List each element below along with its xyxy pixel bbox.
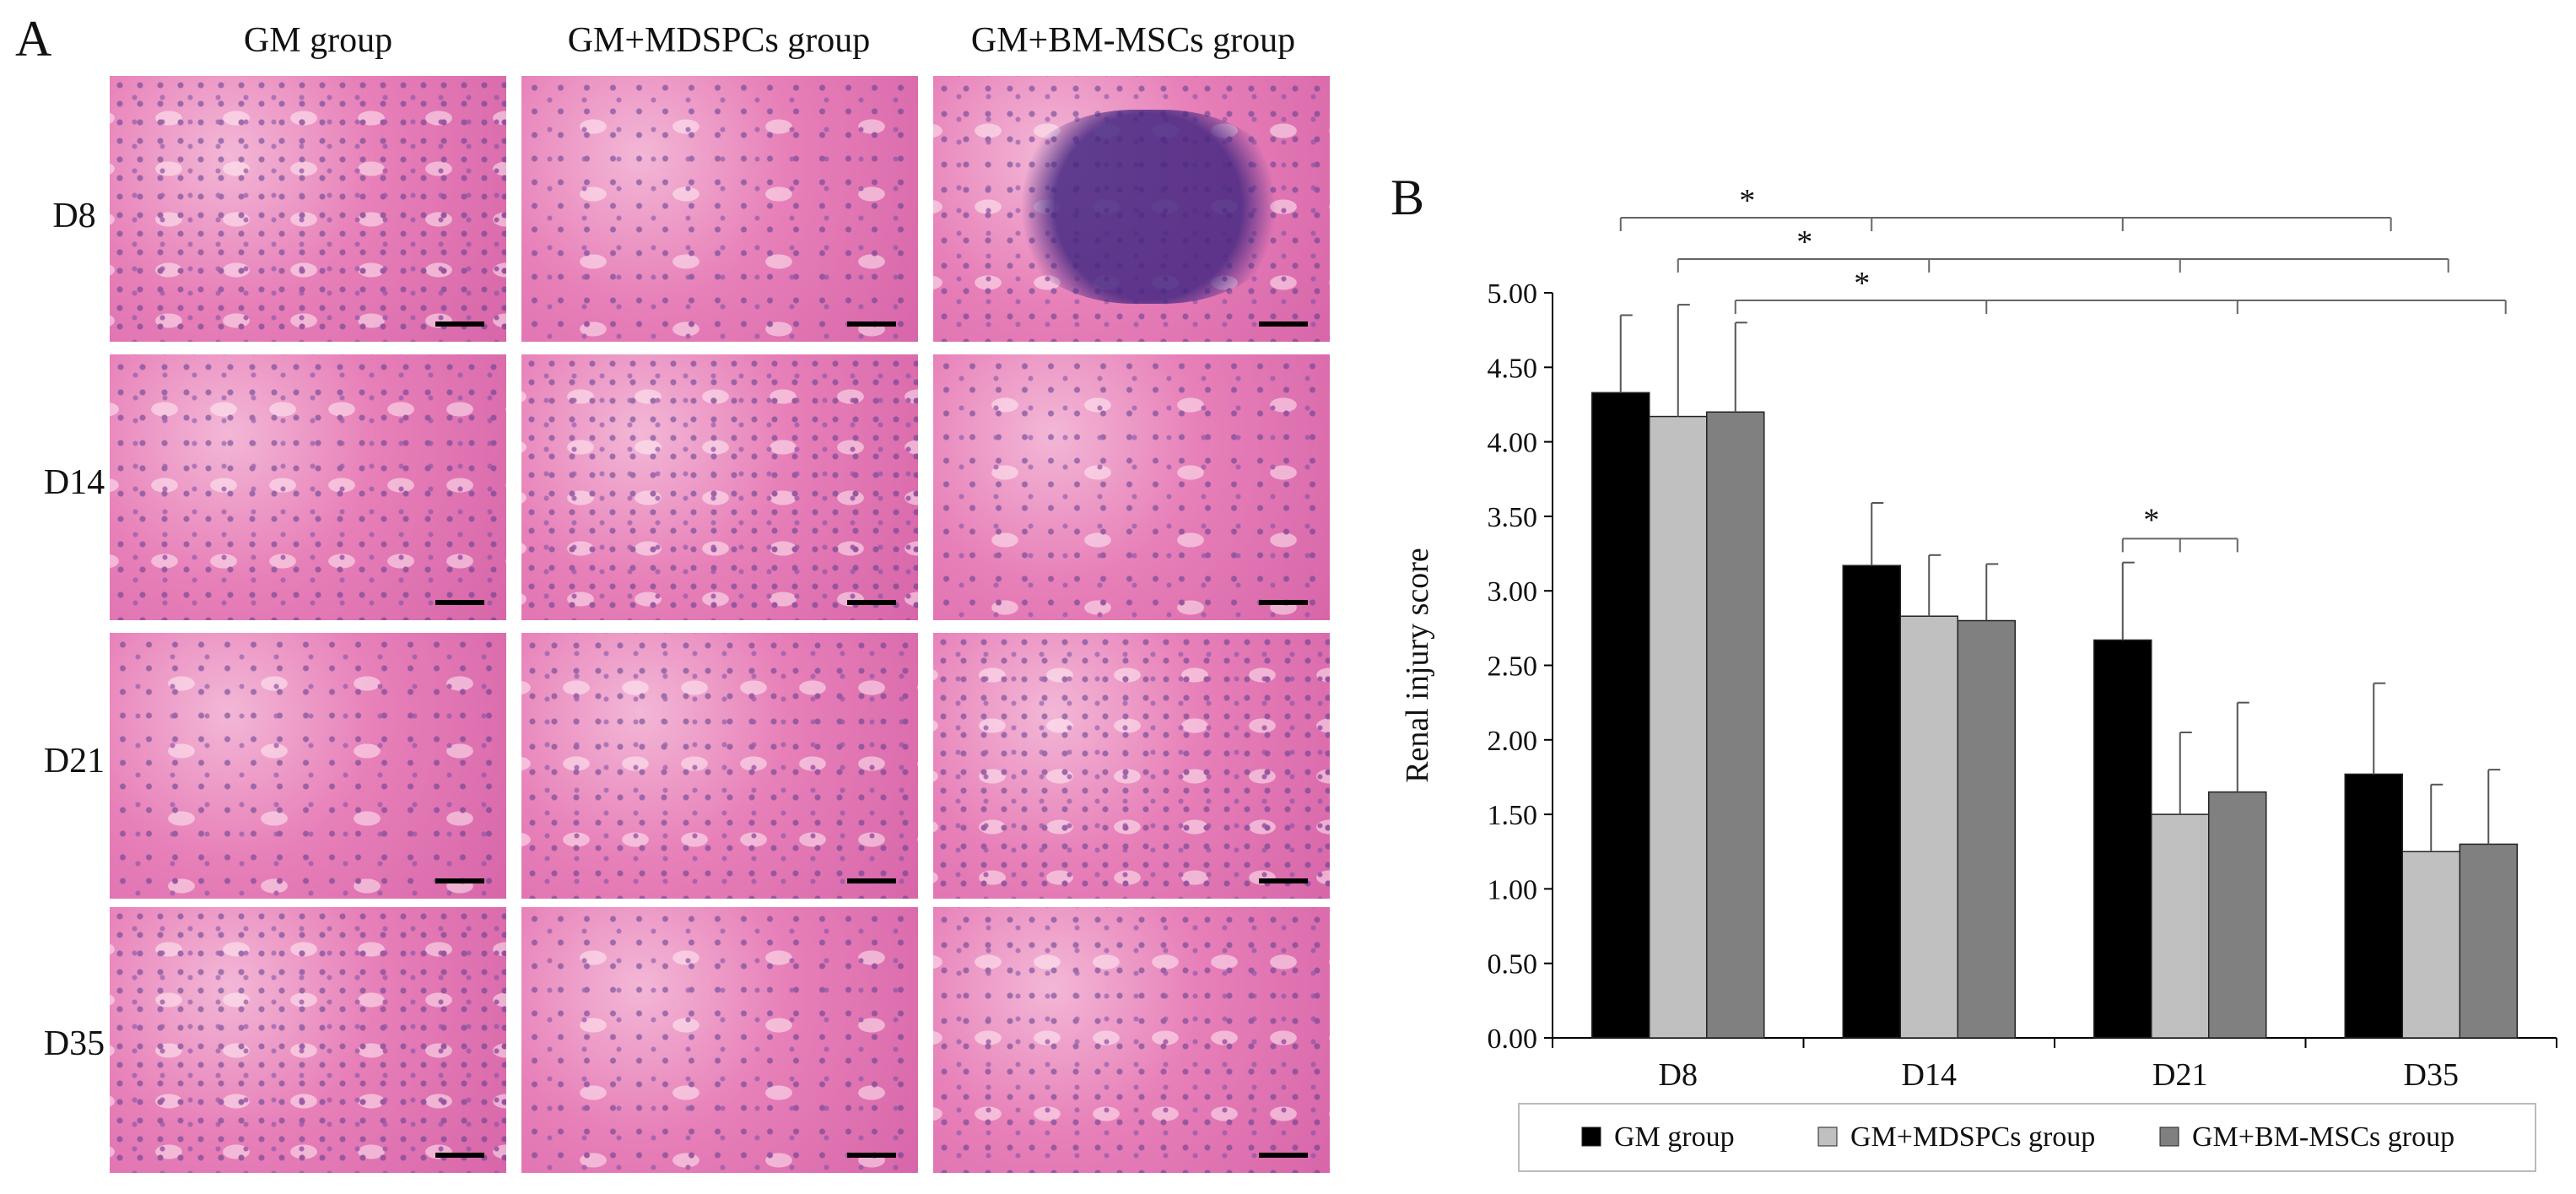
- y-tick-label: 1.50: [1488, 800, 1538, 831]
- scale-bar: [435, 878, 484, 883]
- scale-bar: [435, 600, 484, 605]
- significance-star: *: [1854, 266, 1870, 301]
- bar: [2344, 773, 2403, 1039]
- scale-bar: [847, 321, 896, 327]
- micrograph-gm-bm-mscs-d35: [933, 907, 1330, 1173]
- legend-swatch: [2159, 1126, 2179, 1147]
- micrograph-gm-bm-mscs-d8: [933, 76, 1330, 342]
- bar: [2459, 843, 2518, 1039]
- x-tick-label: D8: [1659, 1057, 1698, 1093]
- micrograph-gm-mdspcs-d14: [521, 354, 918, 620]
- y-tick-label: 0.50: [1488, 949, 1538, 981]
- scale-bar: [847, 1153, 896, 1158]
- y-tick-label: 4.00: [1488, 428, 1538, 459]
- row-label-d8: D8: [52, 197, 96, 235]
- row-label-d14: D14: [43, 463, 105, 502]
- bar: [2093, 639, 2152, 1039]
- column-header-gm: GM group: [243, 21, 393, 60]
- y-tick-label: 2.00: [1488, 726, 1538, 757]
- row-label-d21: D21: [43, 742, 105, 781]
- micrograph-gm-bm-mscs-d21: [933, 633, 1330, 899]
- bar: [1649, 415, 1708, 1039]
- bar: [1591, 392, 1650, 1039]
- legend-box: [1518, 1103, 2536, 1172]
- bar: [1706, 411, 1765, 1039]
- scale-bar: [847, 878, 896, 883]
- legend-swatch: [1581, 1126, 1601, 1147]
- y-tick-label: 0.00: [1488, 1024, 1538, 1055]
- scale-bar: [435, 1153, 484, 1158]
- micrograph-gm-bm-mscs-d14: [933, 354, 1330, 620]
- y-tick-label: 3.00: [1488, 576, 1538, 608]
- scale-bar: [1259, 321, 1308, 327]
- x-tick-label: D35: [2404, 1057, 2459, 1093]
- significance-star: *: [1739, 183, 1755, 219]
- scale-bar: [435, 321, 484, 327]
- legend-label: GM+BM-MSCs group: [2192, 1121, 2454, 1153]
- micrograph-gm-mdspcs-d8: [521, 76, 918, 342]
- panel-a-letter: A: [15, 11, 52, 67]
- scale-bar: [1259, 600, 1308, 605]
- legend-swatch: [1817, 1126, 1838, 1147]
- scale-bar: [847, 600, 896, 605]
- significance-star: *: [1796, 224, 1812, 260]
- micrograph-gm-d14: [110, 354, 506, 620]
- y-tick-label: 3.50: [1488, 502, 1538, 533]
- micrograph-gm-d35: [110, 907, 506, 1173]
- micrograph-gm-d21: [110, 633, 506, 899]
- bar: [2401, 851, 2460, 1039]
- bar: [1842, 565, 1901, 1039]
- row-label-d35: D35: [43, 1024, 105, 1063]
- column-header-gm-bm-mscs: GM+BM-MSCs group: [970, 21, 1296, 60]
- legend-label: GM group: [1614, 1121, 1735, 1153]
- y-tick-label: 2.50: [1488, 651, 1538, 683]
- micrograph-gm-mdspcs-d35: [521, 907, 918, 1173]
- x-tick-label: D21: [2152, 1057, 2207, 1093]
- column-header-gm-mdspcs: GM+MDSPCs group: [567, 21, 871, 60]
- y-tick-label: 5.00: [1488, 278, 1538, 310]
- significance-star: *: [2143, 502, 2159, 538]
- bar: [1957, 619, 2016, 1039]
- x-tick-label: D14: [1902, 1057, 1957, 1093]
- bar: [1899, 615, 1958, 1039]
- chart-legend: GM group GM+MDSPCs group GM+BM-MSCs group: [1518, 1103, 2536, 1172]
- micrograph-gm-d8: [110, 76, 506, 342]
- scale-bar: [1259, 1153, 1308, 1158]
- panel-b-letter: B: [1391, 170, 1425, 225]
- y-axis-label: Renal injury score: [1400, 548, 1435, 783]
- scale-bar: [1259, 878, 1308, 883]
- bar: [2151, 813, 2210, 1039]
- chart-bars: [1591, 304, 2518, 1039]
- micrograph-gm-mdspcs-d21: [521, 633, 918, 899]
- y-tick-label: 1.00: [1488, 874, 1538, 905]
- bar: [2208, 791, 2267, 1039]
- y-tick-label: 4.50: [1488, 353, 1538, 384]
- significance-brackets: * * * *: [1619, 183, 2507, 553]
- chart-axes: 0.00 0.50 1.00 1.50 2.00 2.50 3.00 3.50 4.00 4.50…: [1400, 278, 2557, 1093]
- legend-label: GM+MDSPCs group: [1850, 1121, 2095, 1153]
